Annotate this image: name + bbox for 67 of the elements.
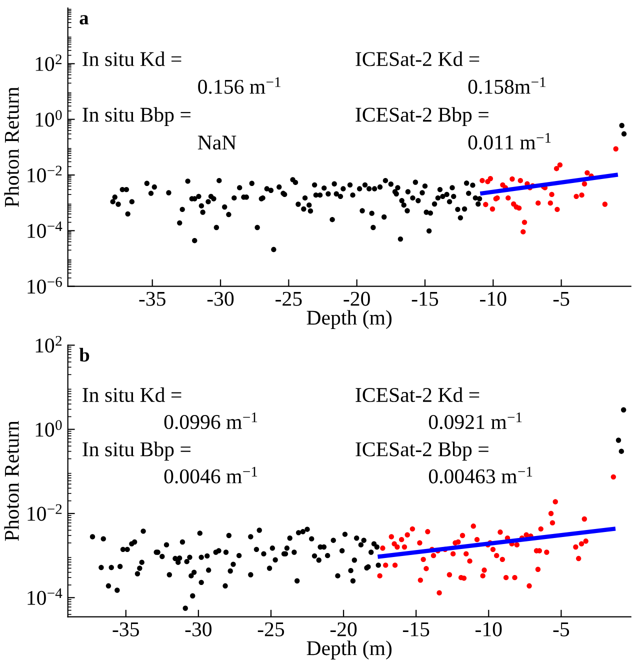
annotation: 0.011 m$^{−1}$: [468, 132, 551, 150]
x-tick-label: -15: [412, 292, 438, 306]
point: [554, 166, 560, 172]
chart-title: a: [80, 15, 89, 24]
x-tick-label: -20: [330, 622, 357, 636]
annotation: NaN: [198, 136, 236, 150]
y-axis-title: Photon Return: [4, 420, 19, 541]
point: [613, 146, 618, 152]
x-tick-label: -30: [185, 622, 212, 636]
x-tick-label: -35: [139, 292, 166, 306]
point: [548, 200, 553, 206]
point: [516, 205, 522, 211]
point: [554, 206, 560, 212]
annotation: 0.0921 m$^{−1}$: [428, 412, 522, 430]
point: [480, 178, 485, 184]
x-tick-label: -35: [112, 622, 139, 636]
annotation: ICESat-2 Kd =: [356, 51, 480, 66]
point: [488, 176, 494, 182]
x-tick-label: -25: [258, 622, 284, 636]
point: [582, 181, 588, 186]
y-tick-label: 10$^{2}$: [36, 336, 62, 353]
annotation: In situ Bbp =: [82, 107, 190, 126]
x-tick-label: -25: [276, 292, 302, 306]
y-tick-label: 10$^{0}$: [36, 110, 62, 127]
point: [518, 178, 524, 184]
x-tick-label: -20: [344, 292, 370, 306]
point: [584, 170, 590, 176]
y-axis-title: Photon Return: [4, 87, 19, 208]
point: [490, 206, 496, 212]
annotation: 0.0046 m$^{−1}$: [164, 466, 258, 484]
x-axis-title: Depth (m): [306, 640, 392, 660]
y-tick-label: 10$^{−4}$: [28, 221, 62, 238]
y-tick-label: 10$^{2}$: [36, 54, 62, 72]
annotation: In situ Kd =: [82, 387, 182, 402]
chart-title: b: [79, 348, 90, 362]
annotation: In situ Kd =: [82, 51, 182, 66]
point: [520, 229, 526, 234]
point: [549, 192, 554, 198]
point: [579, 192, 584, 198]
annotation: ICESat-2 Bbp =: [356, 442, 488, 461]
x-tick-label: -5: [553, 292, 570, 306]
annotation: 0.0996 m$^{−1}$: [164, 412, 258, 430]
y-tick-label: 10$^{−2}$: [28, 166, 62, 182]
y-tick-label: 10$^{−2}$: [28, 504, 62, 521]
y-tick-label: 10$^{−6}$: [28, 277, 62, 294]
x-tick-label: -5: [553, 622, 570, 636]
annotation: ICESat-2 Bbp =: [356, 107, 488, 126]
point: [602, 202, 608, 207]
x-axis-title: Depth (m): [306, 310, 392, 329]
x-tick-label: -10: [480, 292, 506, 306]
annotation: ICESat-2 Kd =: [356, 387, 480, 402]
annotation: 0.156 m$^{−1}$: [198, 77, 280, 94]
y-tick-label: 10$^{0}$: [36, 420, 62, 437]
point: [574, 194, 579, 200]
x-tick-label: -15: [402, 622, 430, 636]
y-tick-label: 10$^{−4}$: [28, 588, 62, 605]
point: [536, 200, 541, 206]
point: [506, 195, 511, 201]
annotation: 0.00463 m$^{−1}$: [428, 466, 532, 484]
point: [510, 176, 515, 182]
annotation: In situ Bbp =: [82, 442, 190, 461]
point: [522, 220, 528, 225]
x-tick-label: -10: [476, 622, 502, 636]
point: [483, 202, 488, 208]
annotation: 0.158m$^{−1}$: [468, 77, 546, 94]
point: [557, 162, 563, 168]
x-tick-label: -30: [207, 292, 234, 306]
